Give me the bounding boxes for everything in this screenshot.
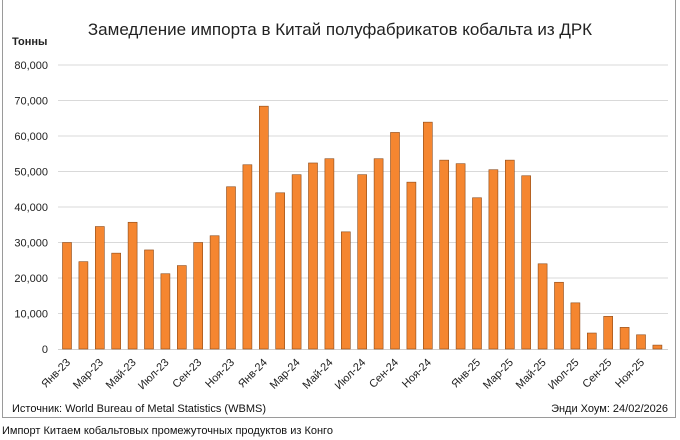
bar: [472, 197, 482, 350]
y-tick-label: 0: [42, 344, 48, 356]
bar: [177, 265, 187, 350]
bar: [95, 226, 105, 350]
bar: [275, 192, 286, 350]
bar: [455, 163, 466, 350]
bar: [652, 344, 663, 350]
bar: [390, 132, 400, 350]
bar: [127, 221, 138, 350]
x-tick-label: Мар-24: [268, 357, 303, 392]
figure-caption: Импорт Китаем кобальтовых промежуточных …: [2, 425, 333, 437]
x-tick-label: Июл-25: [546, 357, 582, 393]
x-tick-label: Янв-25: [449, 357, 483, 391]
bar: [340, 231, 351, 350]
x-tick-label: Ноя-23: [203, 357, 237, 391]
x-tick-label: Сен-25: [580, 357, 614, 391]
bar: [586, 332, 597, 350]
bar: [422, 121, 433, 350]
bar: [62, 242, 72, 350]
x-tick-label: Янв-24: [236, 357, 270, 391]
x-tick-label: Май-25: [514, 357, 549, 392]
bar: [570, 302, 581, 350]
y-tick-label: 60,000: [14, 131, 48, 143]
y-axis-label: Тонны: [12, 36, 48, 48]
x-tick-label: Ноя-25: [613, 357, 647, 391]
x-tick-label: Мар-25: [481, 357, 516, 392]
x-tick-label: Сен-24: [367, 357, 401, 391]
y-tick-label: 70,000: [14, 96, 48, 108]
chart-title: Замедление импорта в Китай полуфабрикато…: [87, 20, 593, 39]
bar: [308, 162, 318, 350]
bar: [488, 169, 499, 350]
x-tick-label: Сен-23: [170, 357, 204, 391]
bar: [504, 159, 515, 350]
bar: [636, 334, 646, 350]
y-tick-label: 20,000: [14, 273, 48, 285]
bar: [357, 174, 368, 350]
x-tick-label: Ноя-24: [400, 357, 434, 391]
x-tick-label: Мар-23: [71, 357, 106, 392]
y-tick-label: 30,000: [14, 238, 48, 250]
bar: [160, 273, 171, 350]
bar: [193, 242, 203, 350]
x-tick-label: Июл-24: [333, 357, 369, 393]
bar: [521, 175, 532, 350]
bar: [291, 174, 302, 350]
bar: [242, 164, 253, 350]
bar: [537, 263, 548, 350]
x-tick-label: Июл-23: [136, 357, 172, 393]
y-tick-label: 50,000: [14, 167, 48, 179]
bar: [603, 316, 614, 350]
author-date: Энди Хоум: 24/02/2026: [551, 403, 668, 415]
y-tick-label: 10,000: [14, 309, 48, 321]
bar: [324, 158, 335, 350]
bar-chart: 0 10,000 20,000 30,000 40,000 50,000 60,000 70,…: [14, 60, 668, 393]
bar: [373, 158, 384, 350]
y-tick-label: 80,000: [14, 60, 48, 72]
x-tick-label: Май-23: [104, 357, 139, 392]
bar: [406, 181, 417, 350]
x-tick-label: Янв-23: [39, 357, 73, 391]
bar: [258, 105, 269, 350]
bar: [209, 235, 220, 350]
y-tick-label: 40,000: [14, 202, 48, 214]
bar: [439, 159, 450, 350]
bar: [226, 186, 236, 350]
bar: [619, 327, 630, 350]
bar: [144, 249, 154, 350]
bar: [554, 281, 564, 350]
x-tick-label: Май-24: [301, 357, 336, 392]
bar: [78, 261, 89, 350]
bar: [111, 252, 121, 350]
source-note: Источник: World Bureau of Metal Statisti…: [12, 403, 266, 415]
